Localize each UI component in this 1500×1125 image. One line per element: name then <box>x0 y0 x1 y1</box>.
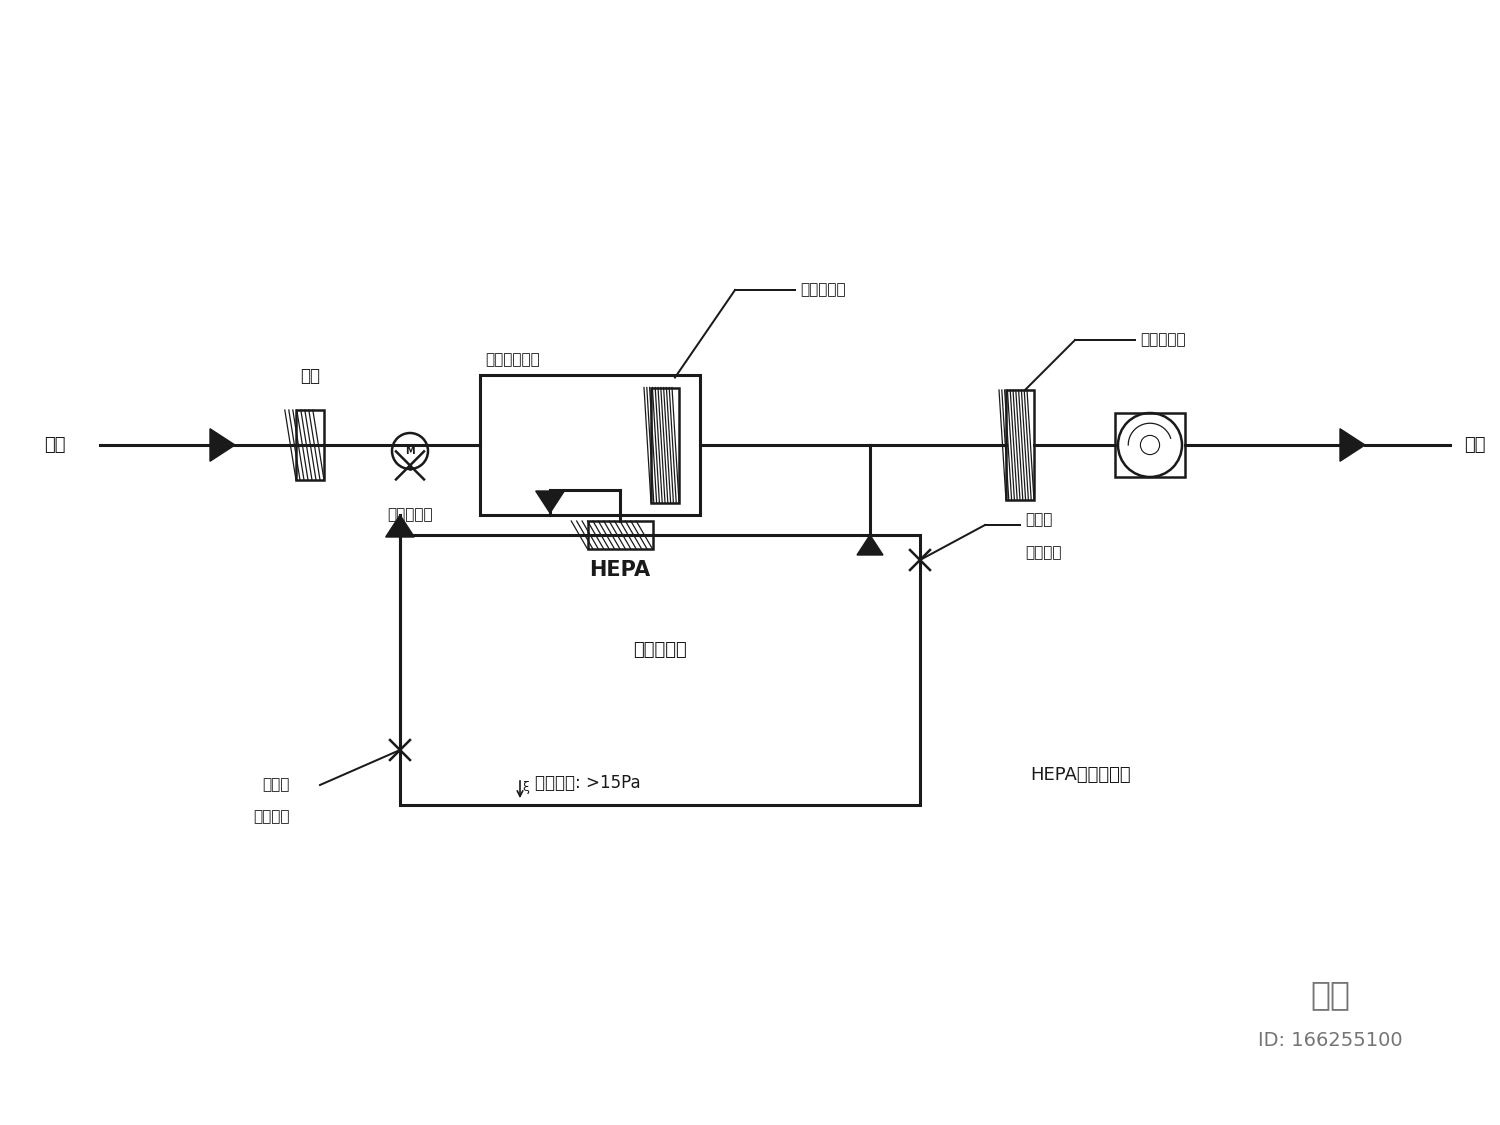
Text: 带过滤网: 带过滤网 <box>254 810 290 825</box>
Text: 洁净实验室: 洁净实验室 <box>633 641 687 659</box>
Bar <box>1007 390 1034 500</box>
Bar <box>651 387 680 503</box>
Text: 带过滤网: 带过滤网 <box>1024 546 1062 560</box>
Text: 知末: 知末 <box>1310 979 1350 1011</box>
Text: 中效过滤器: 中效过滤器 <box>800 282 846 297</box>
Bar <box>1114 413 1185 477</box>
Text: ξ: ξ <box>522 782 530 794</box>
Text: 主实验室: >15Pa: 主实验室: >15Pa <box>536 774 640 792</box>
Polygon shape <box>856 536 883 555</box>
Bar <box>296 410 324 480</box>
Text: 洁净空调机组: 洁净空调机组 <box>484 352 540 367</box>
Bar <box>400 536 920 806</box>
Text: 排风: 排风 <box>1464 436 1485 454</box>
Polygon shape <box>210 429 236 461</box>
Text: HEPA: HEPA <box>590 560 651 580</box>
Text: 粗效: 粗效 <box>300 367 320 385</box>
Text: 电动密闭阀: 电动密闭阀 <box>387 507 433 522</box>
Text: 中效过滤器: 中效过滤器 <box>1140 333 1185 348</box>
Polygon shape <box>386 515 414 537</box>
Text: 排风口: 排风口 <box>1024 513 1053 528</box>
Bar <box>480 375 700 515</box>
Text: 回风口: 回风口 <box>262 777 290 792</box>
Text: M: M <box>405 446 416 456</box>
Text: 新风: 新风 <box>45 436 66 454</box>
Bar <box>588 521 652 549</box>
Polygon shape <box>536 490 564 513</box>
Text: HEPA高效过滤器: HEPA高效过滤器 <box>1030 766 1131 784</box>
Text: ID: 166255100: ID: 166255100 <box>1257 1030 1403 1050</box>
Polygon shape <box>1340 429 1365 461</box>
